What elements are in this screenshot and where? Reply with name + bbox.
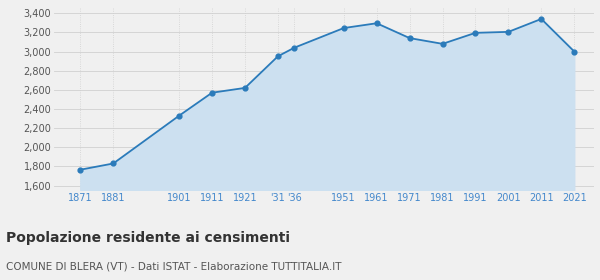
Point [273, 54, 283, 59]
Point [470, 31, 480, 35]
Point [372, 21, 382, 25]
Point [175, 113, 184, 118]
Point [536, 17, 546, 21]
Point [207, 90, 217, 95]
Point [290, 45, 299, 50]
Point [240, 86, 250, 90]
Point [569, 49, 579, 54]
Point [339, 26, 349, 30]
Point [109, 161, 118, 166]
Point [438, 42, 448, 46]
Point [503, 30, 513, 34]
Point [405, 36, 415, 40]
Text: COMUNE DI BLERA (VT) - Dati ISTAT - Elaborazione TUTTITALIA.IT: COMUNE DI BLERA (VT) - Dati ISTAT - Elab… [6, 262, 341, 272]
Text: Popolazione residente ai censimenti: Popolazione residente ai censimenti [6, 231, 290, 245]
Point [76, 167, 85, 172]
